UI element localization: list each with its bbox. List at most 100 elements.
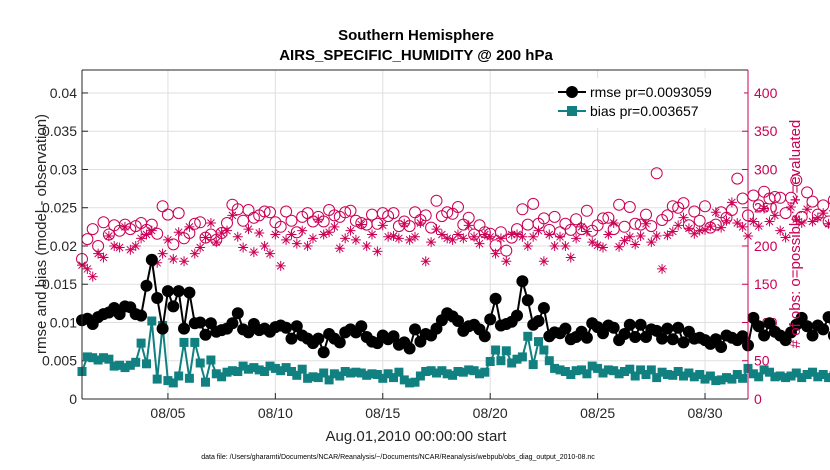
evaluated-obs-point bbox=[388, 231, 399, 242]
bias-point bbox=[249, 363, 259, 373]
bias-point bbox=[351, 367, 361, 377]
rmse-point bbox=[758, 329, 771, 342]
bias-point bbox=[372, 370, 382, 379]
evaluated-obs-point bbox=[630, 239, 641, 250]
possible-obs-point bbox=[97, 216, 110, 229]
bias-point bbox=[657, 367, 667, 377]
rmse-series bbox=[76, 253, 830, 359]
evaluated-obs-point bbox=[458, 233, 469, 244]
bias-point bbox=[802, 370, 812, 379]
evaluated-obs-point bbox=[264, 248, 275, 259]
evaluated-obs-point bbox=[737, 221, 748, 232]
rmse-point bbox=[409, 323, 421, 336]
bias-point bbox=[485, 357, 495, 366]
evaluated-obs-point bbox=[125, 244, 136, 255]
bias-point bbox=[453, 367, 463, 376]
bias-point bbox=[711, 376, 721, 386]
rmse-point bbox=[623, 318, 636, 331]
rmse-point bbox=[817, 323, 830, 336]
bias-point bbox=[808, 367, 817, 377]
x-tick-label: 08/30 bbox=[688, 405, 723, 421]
rmse-point bbox=[634, 318, 647, 331]
bias-point bbox=[356, 368, 366, 378]
possible-obs-point bbox=[677, 197, 690, 210]
legend-bias-marker bbox=[567, 106, 577, 116]
evaluated-obs-point bbox=[222, 225, 233, 236]
evaluated-obs-point bbox=[640, 218, 651, 229]
evaluated-obs-point bbox=[399, 218, 410, 229]
bias-point bbox=[770, 372, 780, 382]
bias-point bbox=[265, 361, 275, 371]
bias-point bbox=[308, 372, 318, 382]
rmse-point bbox=[140, 279, 153, 292]
evaluated-obs-point bbox=[345, 225, 356, 236]
bias-point bbox=[142, 359, 151, 369]
evaluated-obs-point bbox=[807, 216, 818, 227]
bias-point bbox=[662, 370, 672, 379]
bias-point bbox=[754, 372, 764, 382]
x-tick-label: 08/25 bbox=[580, 405, 615, 421]
evaluated-obs-point bbox=[748, 216, 759, 227]
bias-point bbox=[577, 365, 586, 375]
evaluated-obs-point bbox=[200, 232, 211, 243]
evaluated-obs-point bbox=[485, 231, 496, 242]
evaluated-obs-point bbox=[281, 234, 292, 245]
evaluated-obs-series bbox=[77, 197, 830, 282]
bias-point bbox=[93, 355, 103, 365]
evaluated-obs-point bbox=[442, 233, 453, 244]
evaluated-obs-point bbox=[592, 240, 603, 251]
x-axis-label: Aug.01,2010 00:00:00 start bbox=[326, 428, 508, 445]
evaluated-obs-point bbox=[238, 242, 249, 253]
rmse-point bbox=[559, 322, 572, 335]
evaluated-obs-point bbox=[286, 229, 297, 240]
possible-obs-point bbox=[258, 205, 271, 218]
bias-point bbox=[652, 373, 662, 383]
evaluated-obs-point bbox=[517, 231, 528, 242]
evaluated-obs-point bbox=[614, 241, 625, 252]
evaluated-obs-point bbox=[501, 256, 512, 267]
rmse-point bbox=[511, 309, 523, 322]
evaluated-obs-point bbox=[463, 220, 474, 231]
rmse-point bbox=[290, 320, 303, 333]
bias-point bbox=[458, 367, 468, 377]
evaluated-obs-point bbox=[560, 240, 571, 251]
evaluated-obs-point bbox=[565, 252, 576, 263]
evaluated-obs-point bbox=[812, 212, 823, 223]
evaluated-obs-point bbox=[152, 257, 163, 268]
x-tick-label: 08/20 bbox=[473, 405, 508, 421]
evaluated-obs-point bbox=[297, 225, 308, 236]
bias-point bbox=[163, 376, 173, 386]
possible-obs-point bbox=[527, 197, 540, 210]
evaluated-obs-point bbox=[87, 271, 98, 282]
bias-point bbox=[254, 365, 264, 375]
y2-axis-label: # of obs: o=possible; ∗=evaluated bbox=[787, 120, 804, 349]
bias-point bbox=[340, 367, 350, 376]
evaluated-obs-point bbox=[576, 221, 587, 232]
rmse-point bbox=[231, 307, 244, 320]
evaluated-obs-point bbox=[474, 238, 485, 249]
bias-point bbox=[211, 369, 221, 379]
rmse-point bbox=[403, 342, 416, 355]
possible-obs-point bbox=[731, 172, 744, 185]
evaluated-obs-point bbox=[721, 215, 732, 226]
rmse-point bbox=[629, 331, 642, 343]
evaluated-obs-point bbox=[195, 242, 206, 253]
evaluated-obs-point bbox=[452, 229, 463, 240]
bias-point bbox=[609, 366, 619, 376]
evaluated-obs-point bbox=[802, 204, 813, 215]
bias-point bbox=[566, 370, 576, 379]
bias-point bbox=[603, 365, 613, 375]
bias-point bbox=[405, 378, 415, 388]
evaluated-obs-point bbox=[716, 222, 727, 233]
legend-box bbox=[554, 78, 744, 128]
evaluated-obs-point bbox=[469, 231, 480, 242]
evaluated-obs-point bbox=[436, 229, 447, 240]
bias-point bbox=[297, 364, 307, 374]
possible-obs-point bbox=[86, 223, 99, 236]
rmse-point bbox=[317, 346, 330, 359]
bias-point bbox=[287, 367, 296, 376]
evaluated-obs-point bbox=[98, 252, 109, 263]
evaluated-obs-point bbox=[646, 237, 657, 248]
evaluated-obs-point bbox=[587, 237, 598, 248]
evaluated-obs-point bbox=[689, 228, 700, 239]
